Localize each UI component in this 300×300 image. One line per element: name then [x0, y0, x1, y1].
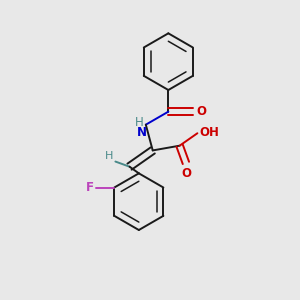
Text: O: O: [196, 105, 206, 118]
Text: H: H: [134, 116, 143, 129]
Text: F: F: [86, 181, 94, 194]
Text: H: H: [105, 151, 114, 160]
Text: N: N: [136, 126, 146, 139]
Text: OH: OH: [200, 126, 219, 139]
Text: O: O: [181, 167, 191, 180]
